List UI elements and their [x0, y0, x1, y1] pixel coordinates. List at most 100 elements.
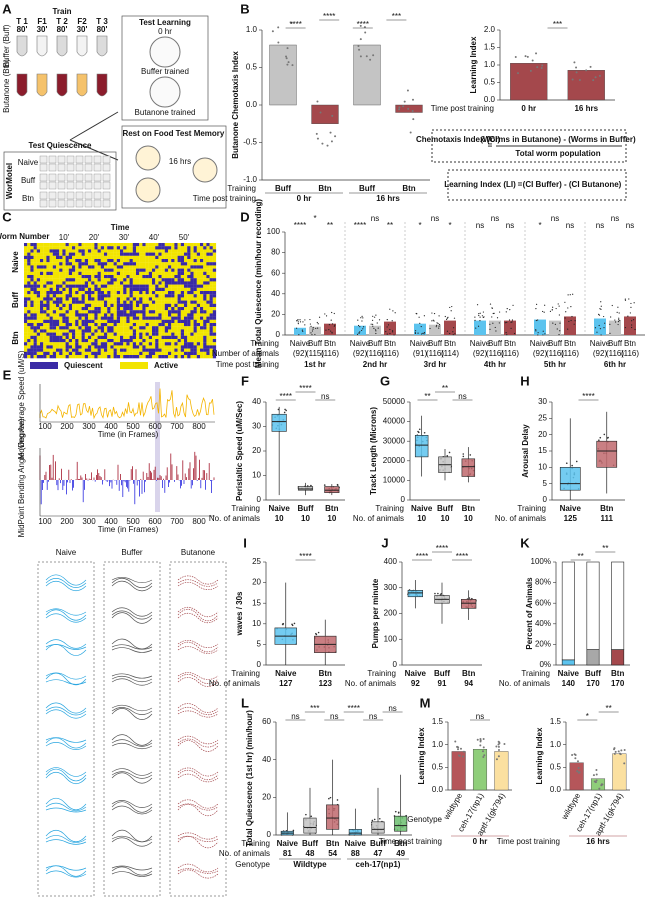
cell [37, 265, 40, 268]
dot [379, 818, 381, 820]
cell [187, 307, 190, 310]
cell [197, 285, 200, 288]
dot [568, 321, 569, 322]
cell [136, 291, 139, 294]
cell [107, 329, 110, 332]
box [304, 818, 316, 833]
dot [451, 310, 452, 311]
cell [101, 320, 104, 323]
cell [40, 326, 43, 329]
worm [178, 711, 218, 717]
dot [302, 330, 303, 331]
cell [72, 294, 75, 297]
significance: **** [416, 552, 428, 561]
cell [107, 339, 110, 342]
y-tick-label: 1.0 [432, 740, 444, 749]
dot [544, 305, 545, 306]
cell [91, 256, 94, 259]
cell [165, 339, 168, 342]
cell [206, 336, 209, 339]
cell [149, 326, 152, 329]
cell [126, 278, 129, 281]
cell [120, 249, 123, 252]
cell [114, 304, 117, 307]
cell [146, 297, 149, 300]
cell [203, 246, 206, 249]
worm [46, 644, 86, 655]
cell [66, 313, 69, 316]
cell [120, 281, 123, 284]
cell [184, 256, 187, 259]
cell [155, 281, 158, 284]
cell [104, 265, 107, 268]
cell [197, 336, 200, 339]
dot [480, 313, 481, 314]
cell [120, 297, 123, 300]
cell [126, 294, 129, 297]
cell [194, 317, 197, 320]
cell [88, 291, 91, 294]
dot [596, 774, 598, 776]
cell [194, 246, 197, 249]
cell [34, 310, 37, 313]
cell [43, 249, 46, 252]
cell [162, 320, 165, 323]
cell [139, 336, 142, 339]
cell [178, 333, 181, 336]
cell [75, 310, 78, 313]
cell [165, 349, 168, 352]
cell [37, 249, 40, 252]
dot [614, 319, 615, 320]
cell [107, 285, 110, 288]
cell [142, 249, 145, 252]
cell [53, 345, 56, 348]
cell [123, 256, 126, 259]
cell [187, 310, 190, 313]
cell [59, 333, 62, 336]
cell [171, 339, 174, 342]
cell [30, 246, 33, 249]
cell [34, 297, 37, 300]
cell [120, 307, 123, 310]
cell [213, 317, 216, 320]
cell [158, 320, 161, 323]
dot [565, 311, 566, 312]
cell [101, 304, 104, 307]
cell [142, 246, 145, 249]
cell [30, 301, 33, 304]
cell [142, 336, 145, 339]
cell [46, 323, 49, 326]
cell [120, 294, 123, 297]
y-axis-title: Arousal Delay [521, 424, 530, 478]
dot [615, 321, 616, 322]
cell [104, 326, 107, 329]
x-tick-label: 1st hr [304, 360, 326, 369]
cell [130, 349, 133, 352]
cell [149, 301, 152, 304]
cell [110, 275, 113, 278]
cell [53, 326, 56, 329]
cell [50, 243, 53, 246]
cell [75, 243, 78, 246]
label: 200 [60, 517, 74, 526]
dot [402, 105, 404, 107]
cell [190, 333, 193, 336]
cell [40, 272, 43, 275]
panel-letter: L [241, 695, 249, 710]
cell [146, 339, 149, 342]
cell [43, 352, 46, 355]
significance: ** [327, 221, 333, 230]
y-tick-label: 5 [543, 479, 548, 488]
cell [130, 249, 133, 252]
group-label: 16 hrs [376, 194, 400, 203]
cell [53, 269, 56, 272]
cell [107, 313, 110, 316]
dot [358, 49, 360, 51]
cell [110, 256, 113, 259]
plate [150, 37, 180, 67]
cell [133, 313, 136, 316]
cell [136, 352, 139, 355]
cell [174, 339, 177, 342]
cell [158, 329, 161, 332]
cell [133, 355, 136, 358]
